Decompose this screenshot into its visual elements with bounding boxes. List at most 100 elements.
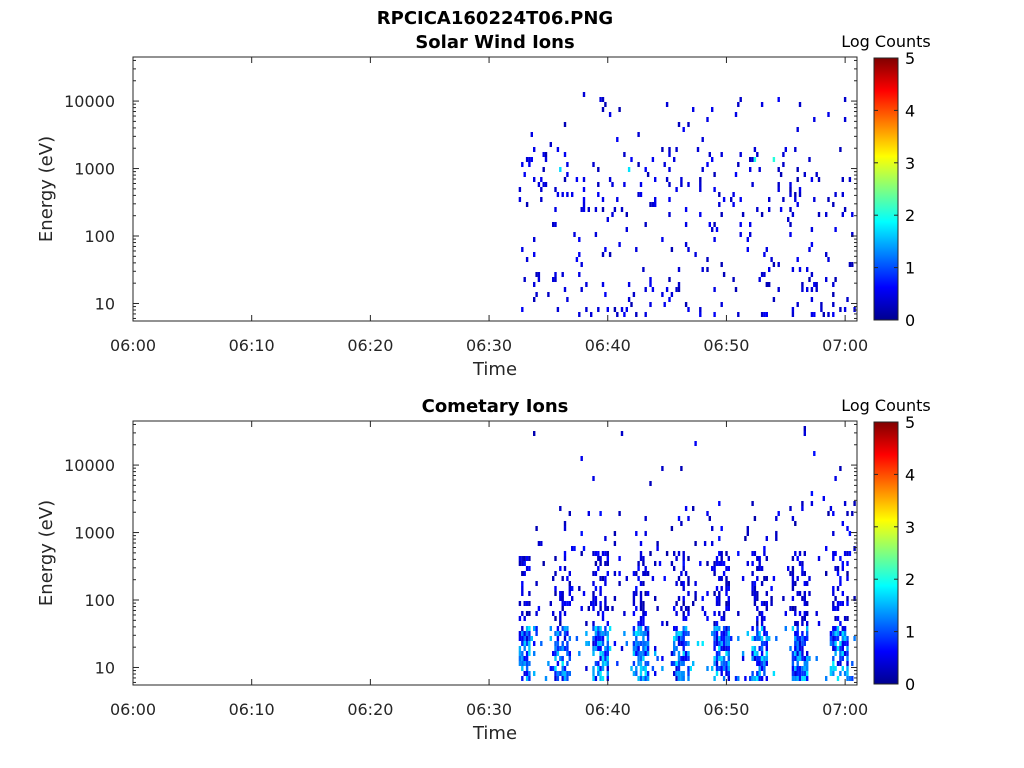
heatmap-cell <box>853 307 856 312</box>
heatmap-cell <box>846 526 849 531</box>
heatmap-cell <box>751 581 754 586</box>
heatmap-cell <box>713 641 716 646</box>
heatmap-cell <box>765 656 768 661</box>
heatmap-cell <box>791 267 795 272</box>
heatmap-cell <box>815 287 818 292</box>
heatmap-cell <box>725 606 728 611</box>
heatmap-cell <box>853 596 856 601</box>
heatmap-cell <box>803 641 806 646</box>
heatmap-cell <box>632 596 636 601</box>
heatmap-cell <box>720 212 723 217</box>
heatmap-cell <box>632 611 636 616</box>
heatmap-cell <box>592 581 595 586</box>
heatmap-cell <box>708 516 711 521</box>
heatmap-cell <box>713 646 716 651</box>
heatmap-cell <box>525 601 529 606</box>
heatmap-cell <box>616 197 619 202</box>
heatmap-cell <box>751 551 754 556</box>
heatmap-cell <box>720 666 723 671</box>
heatmap-cell <box>699 307 702 312</box>
heatmap-cell <box>521 561 524 566</box>
heatmap-cell <box>580 207 583 212</box>
heatmap-cell <box>782 197 785 202</box>
heatmap-cell <box>639 671 643 676</box>
heatmap-cell <box>644 566 647 571</box>
heatmap-cell <box>563 122 567 127</box>
heatmap-cell <box>841 601 844 606</box>
colorbar-tick-label: 2 <box>905 206 915 225</box>
heatmap-cell <box>677 631 681 636</box>
heatmap-cell <box>753 147 757 152</box>
heatmap-cell <box>680 521 683 526</box>
heatmap-cell <box>518 646 522 651</box>
y-tick-label: 10 <box>95 294 115 313</box>
heatmap-cell <box>810 297 814 302</box>
heatmap-cell <box>834 551 837 556</box>
heatmap-cell <box>673 646 676 651</box>
heatmap-cell <box>561 606 564 611</box>
heatmap-cell <box>670 247 674 252</box>
heatmap-cell <box>682 616 685 621</box>
heatmap-cell <box>632 671 636 676</box>
heatmap-cell <box>590 601 593 606</box>
heatmap-cell <box>758 666 761 671</box>
heatmap-cell <box>654 651 657 656</box>
heatmap-cell <box>547 661 550 666</box>
heatmap-cell <box>846 666 849 671</box>
heatmap-cell <box>765 536 768 541</box>
heatmap-cell <box>635 641 638 646</box>
heatmap-cell <box>646 671 650 676</box>
heatmap-cell <box>535 272 538 277</box>
heatmap-cell <box>611 606 614 611</box>
heatmap-cell <box>810 227 814 232</box>
heatmap-cell <box>832 202 835 207</box>
heatmap-cell <box>801 506 804 511</box>
heatmap-cell <box>554 591 557 596</box>
heatmap-cell <box>687 516 690 521</box>
heatmap-cell <box>696 147 700 152</box>
heatmap-cell <box>637 192 640 197</box>
heatmap-cell <box>639 661 643 666</box>
heatmap-cell <box>725 626 728 631</box>
heatmap-cell <box>528 162 531 167</box>
heatmap-cell <box>725 651 728 656</box>
heatmap-cell <box>832 636 835 641</box>
heatmap-cell <box>592 551 595 556</box>
heatmap-cell <box>851 676 854 681</box>
colorbar-solar-wind <box>873 57 899 321</box>
heatmap-cell <box>694 596 697 601</box>
heatmap-cell <box>684 506 688 511</box>
heatmap-cell <box>687 576 690 581</box>
heatmap-cell <box>751 626 754 631</box>
heatmap-cell <box>758 676 761 681</box>
heatmap-cell <box>725 566 728 571</box>
heatmap-cell <box>680 676 683 681</box>
heatmap-cell <box>689 666 692 671</box>
heatmap-cell <box>687 182 690 187</box>
heatmap-cell <box>730 197 733 202</box>
heatmap-cell <box>687 651 690 656</box>
heatmap-cell <box>749 676 752 681</box>
heatmap-cell <box>635 606 638 611</box>
heatmap-cell <box>829 506 833 511</box>
heatmap-cell <box>521 641 524 646</box>
heatmap-cell <box>796 127 799 132</box>
heatmap-cell <box>737 676 740 681</box>
heatmap-cell <box>585 307 588 312</box>
heatmap-cell <box>806 631 809 636</box>
heatmap-cell <box>699 561 702 566</box>
heatmap-cell <box>756 576 759 581</box>
heatmap-cell <box>806 666 809 671</box>
heatmap-cell <box>639 621 643 626</box>
heatmap-cell <box>601 676 605 681</box>
heatmap-cell <box>763 661 766 666</box>
heatmap-cell <box>597 636 600 641</box>
heatmap-cell <box>554 671 557 676</box>
heatmap-cell <box>763 641 766 646</box>
heatmap-cell <box>525 671 529 676</box>
heatmap-cell <box>563 152 567 157</box>
heatmap-cell <box>760 312 764 317</box>
heatmap-cell <box>841 561 844 566</box>
heatmap-cell <box>599 646 602 651</box>
heatmap-cell <box>561 601 564 606</box>
